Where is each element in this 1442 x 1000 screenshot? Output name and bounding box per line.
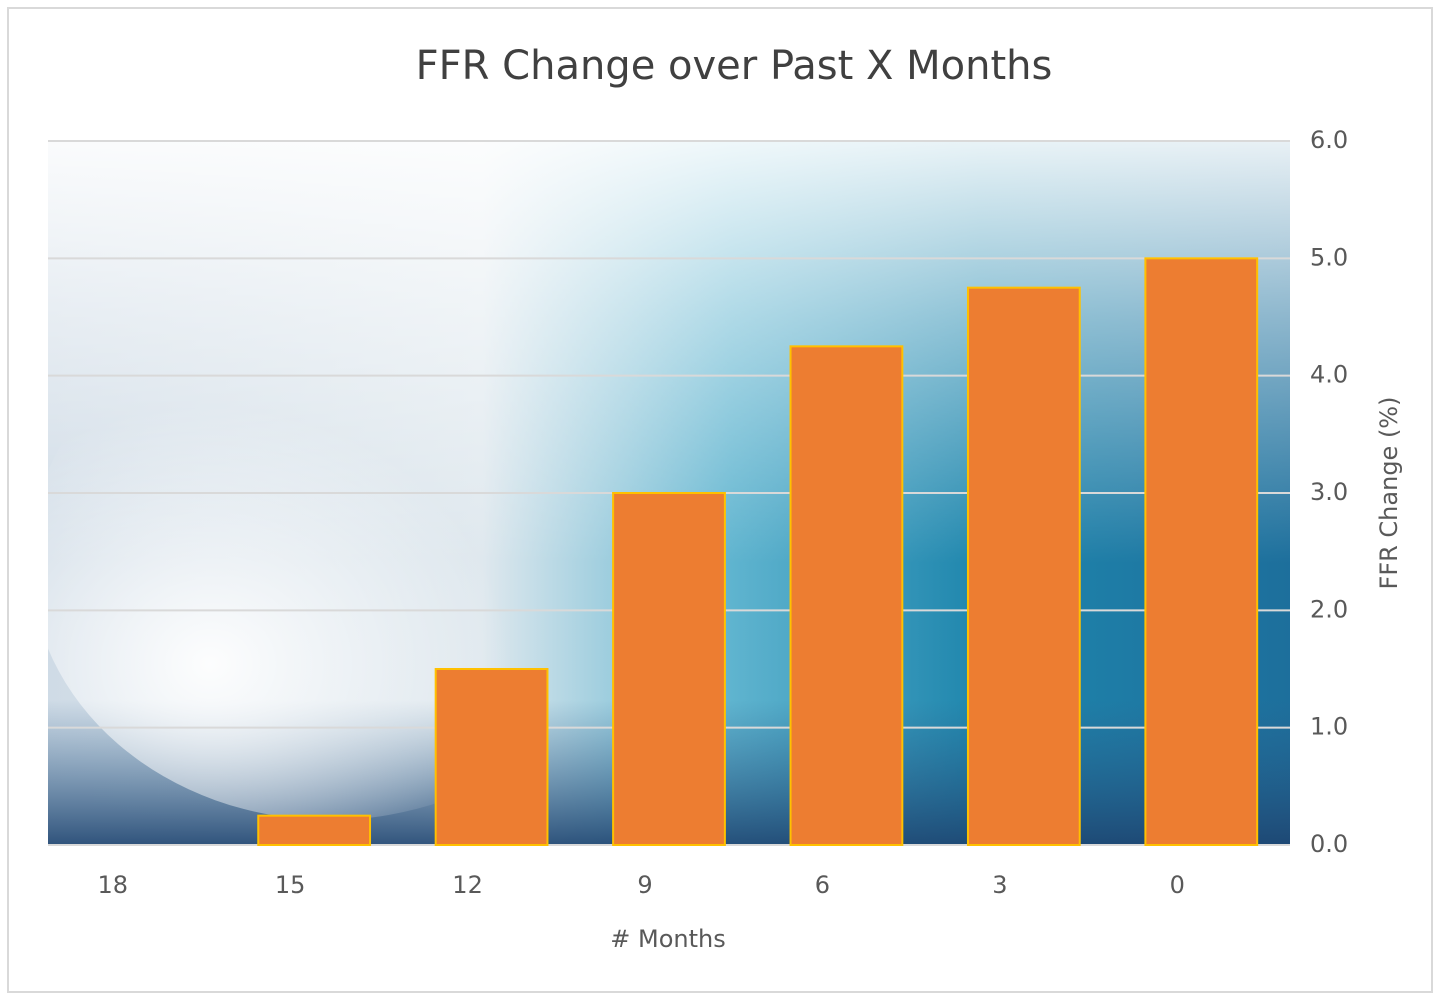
x-tick-label: 0 [1170, 871, 1185, 899]
y-tick-label: 1.0 [1310, 713, 1348, 741]
bar [434, 668, 549, 846]
x-tick-label: 3 [992, 871, 1007, 899]
bar [1144, 257, 1259, 847]
y-axis-title: FFR Change (%) [1375, 397, 1403, 590]
y-tick-label: 0.0 [1310, 830, 1348, 858]
chart-title: FFR Change over Past X Months [416, 43, 1053, 89]
y-tick-label: 4.0 [1310, 361, 1348, 389]
bar [257, 814, 372, 847]
x-tick-label: 15 [275, 871, 306, 899]
y-tick-label: 3.0 [1310, 478, 1348, 506]
x-tick-label: 6 [815, 871, 830, 899]
bar [612, 492, 726, 846]
x-tick-label: 9 [637, 871, 652, 899]
x-tick-label: 12 [452, 871, 483, 899]
bar [966, 286, 1081, 846]
y-tick-label: 2.0 [1310, 595, 1348, 623]
x-axis-title: # Months [610, 925, 725, 953]
bar [789, 345, 904, 846]
y-tick-label: 5.0 [1310, 243, 1348, 271]
x-tick-label: 18 [97, 871, 128, 899]
y-tick-label: 6.0 [1310, 126, 1348, 154]
